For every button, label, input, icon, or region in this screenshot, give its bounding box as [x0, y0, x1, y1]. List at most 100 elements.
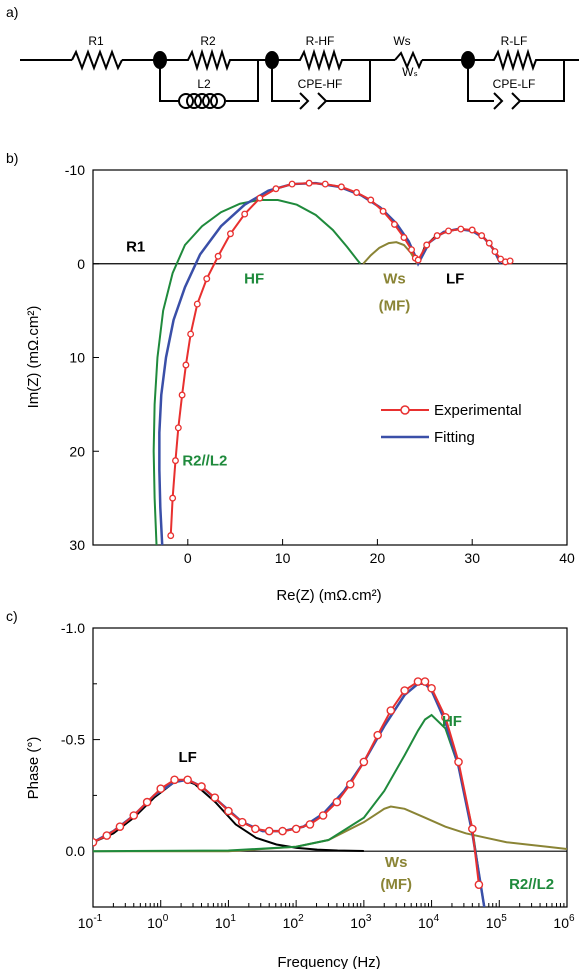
x-tick-label: 104	[418, 913, 440, 931]
nyquist-point-experimental	[182, 361, 190, 369]
wire	[520, 60, 565, 102]
bode-point-experimental	[413, 677, 423, 686]
bode-point-experimental	[468, 824, 477, 834]
bode-point-experimental	[400, 686, 409, 695]
circuit-label-cpe-hf: CPE-HF	[298, 77, 343, 91]
cpe-hf	[299, 92, 310, 110]
inductor-l2	[178, 93, 226, 109]
nyquist-point-experimental	[478, 232, 486, 240]
y-tick-label: -0.5	[61, 732, 85, 748]
y-tick-label: -1.0	[61, 620, 85, 636]
legend-experimental-marker	[400, 405, 410, 415]
nyquist-annotation-r1: R1	[126, 239, 145, 256]
nyquist-point-experimental	[193, 300, 201, 308]
wire	[226, 60, 259, 102]
bode-plot-frame	[92, 627, 568, 908]
x-tick-base: 10	[283, 915, 299, 931]
x-tick-label: 40	[559, 550, 575, 566]
nyquist-point-experimental	[172, 457, 179, 465]
circuit-label-r2: R2	[200, 34, 216, 48]
legend-fitting-label: Fitting	[434, 429, 475, 446]
nyquist-point-experimental	[468, 226, 476, 234]
equivalent-circuit	[20, 48, 579, 110]
bode-point-experimental	[170, 775, 179, 785]
legend-experimental-label: Experimental	[434, 402, 522, 419]
x-tick-label: 30	[464, 550, 480, 566]
x-tick-label: 102	[283, 913, 305, 931]
circuit-node	[153, 51, 167, 69]
nyquist-plot: 0 10 20 30 40 -10 0 10 20 30 R1 HF Ws (MF) LF R2//L2 E…	[25, 162, 575, 604]
resistor-r-hf	[272, 48, 370, 72]
bode-point-experimental	[197, 782, 206, 791]
bode-series-experimental	[93, 680, 480, 885]
nyquist-series	[152, 179, 514, 546]
x-tick-exponent: 4	[434, 913, 440, 924]
nyquist-point-experimental	[414, 256, 422, 264]
bode-annotation-lf: LF	[178, 749, 196, 766]
cpe-hf-plate	[317, 92, 328, 110]
circuit-label-r-hf: R-HF	[306, 34, 335, 48]
bode-series-hf	[93, 713, 486, 907]
bode-point-experimental	[224, 806, 233, 816]
x-tick-label: 103	[350, 913, 372, 931]
bode-annotation-hf: HF	[442, 713, 462, 730]
nyquist-annotations: R1 HF Ws (MF) LF R2//L2	[126, 239, 464, 470]
bode-point-experimental	[474, 880, 484, 889]
bode-series-fitting	[93, 682, 486, 907]
y-tick-label: -10	[65, 162, 85, 178]
bode-point-experimental	[102, 831, 112, 840]
nyquist-annotation-r2-l2: R2//L2	[182, 452, 227, 469]
x-tick-label: 0	[184, 550, 192, 566]
bode-point-experimental	[359, 757, 369, 767]
nyquist-point-experimental	[337, 183, 345, 191]
x-tick-label: 105	[486, 913, 508, 931]
circuit-label-r-lf: R-LF	[501, 34, 528, 48]
bode-point-experimental	[278, 826, 287, 836]
nyquist-point-experimental	[506, 257, 514, 265]
circuit-label-r1: R1	[88, 34, 104, 48]
bode-point-experimental	[345, 779, 355, 789]
circuit-label-ws: Ws	[393, 34, 410, 48]
nyquist-point-experimental	[167, 532, 175, 540]
bode-point-experimental	[210, 793, 220, 802]
circuit-node	[265, 51, 279, 69]
x-tick-exponent: 3	[366, 913, 372, 924]
bode-point-experimental	[264, 826, 274, 836]
bode-axis-ticks: -1.0-0.50.010-1 100 101 102 103 104 105 106	[61, 620, 575, 931]
x-tick-label: 10-1	[78, 913, 103, 931]
x-tick-exponent: -1	[93, 913, 102, 924]
nyquist-point-experimental	[485, 239, 493, 247]
nyquist-series-experimental	[169, 182, 511, 536]
nyquist-series-fitting	[158, 181, 502, 546]
nyquist-axis-ticks: 0 10 20 30 40 -10 0 10 20 30	[65, 162, 575, 566]
x-tick-base: 10	[486, 915, 502, 931]
bode-point-experimental	[386, 706, 396, 715]
nyquist-point-experimental	[367, 196, 375, 204]
nyquist-point-experimental	[491, 248, 499, 256]
nyquist-annotation-mf: (MF)	[379, 298, 411, 315]
cpe-lf-plate	[511, 92, 522, 110]
nyquist-annotation-ws: Ws	[383, 270, 406, 287]
resistor-r-lf	[468, 48, 579, 72]
nyquist-point-experimental	[203, 275, 211, 283]
bode-point-experimental	[156, 784, 166, 794]
nyquist-point-experimental	[288, 180, 296, 188]
bode-point-experimental	[115, 822, 125, 831]
bode-point-experimental	[251, 824, 260, 834]
nyquist-point-experimental	[227, 230, 234, 238]
nyquist-point-experimental	[256, 194, 264, 202]
bode-x-axis-label: Frequency (Hz)	[277, 954, 380, 969]
bode-point-experimental	[420, 677, 430, 686]
x-tick-base: 10	[350, 915, 366, 931]
y-tick-label: 0.0	[66, 843, 86, 859]
x-tick-exponent: 1	[230, 913, 236, 924]
nyquist-point-experimental	[379, 207, 387, 215]
bode-point-experimental	[129, 811, 139, 820]
y-tick-label: 10	[69, 350, 85, 366]
nyquist-point-experimental	[400, 234, 408, 241]
bode-point-experimental	[318, 811, 328, 820]
nyquist-point-experimental	[174, 424, 182, 432]
nyquist-point-experimental	[178, 391, 186, 399]
nyquist-point-experimental	[457, 225, 465, 233]
bode-series-lf	[93, 778, 364, 852]
